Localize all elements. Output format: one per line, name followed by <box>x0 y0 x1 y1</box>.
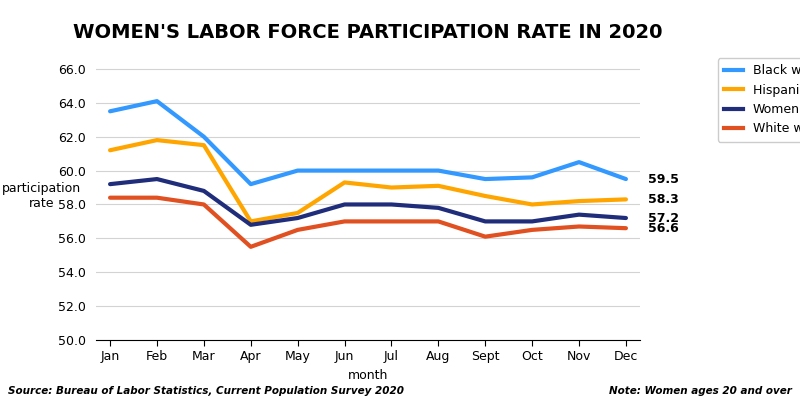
Text: 57.2: 57.2 <box>648 212 679 224</box>
Title: WOMEN'S LABOR FORCE PARTICIPATION RATE IN 2020: WOMEN'S LABOR FORCE PARTICIPATION RATE I… <box>74 23 662 42</box>
X-axis label: month: month <box>348 369 388 382</box>
Text: 59.5: 59.5 <box>648 172 679 186</box>
Text: Source: Bureau of Labor Statistics, Current Population Survey 2020: Source: Bureau of Labor Statistics, Curr… <box>8 386 404 396</box>
Text: 56.6: 56.6 <box>648 222 679 235</box>
Text: participation
rate: participation rate <box>2 182 81 210</box>
Text: Note: Women ages 20 and over: Note: Women ages 20 and over <box>609 386 792 396</box>
Text: 58.3: 58.3 <box>648 193 679 206</box>
Legend: Black women, Hispanic women, Women, White women: Black women, Hispanic women, Women, Whit… <box>718 58 800 142</box>
